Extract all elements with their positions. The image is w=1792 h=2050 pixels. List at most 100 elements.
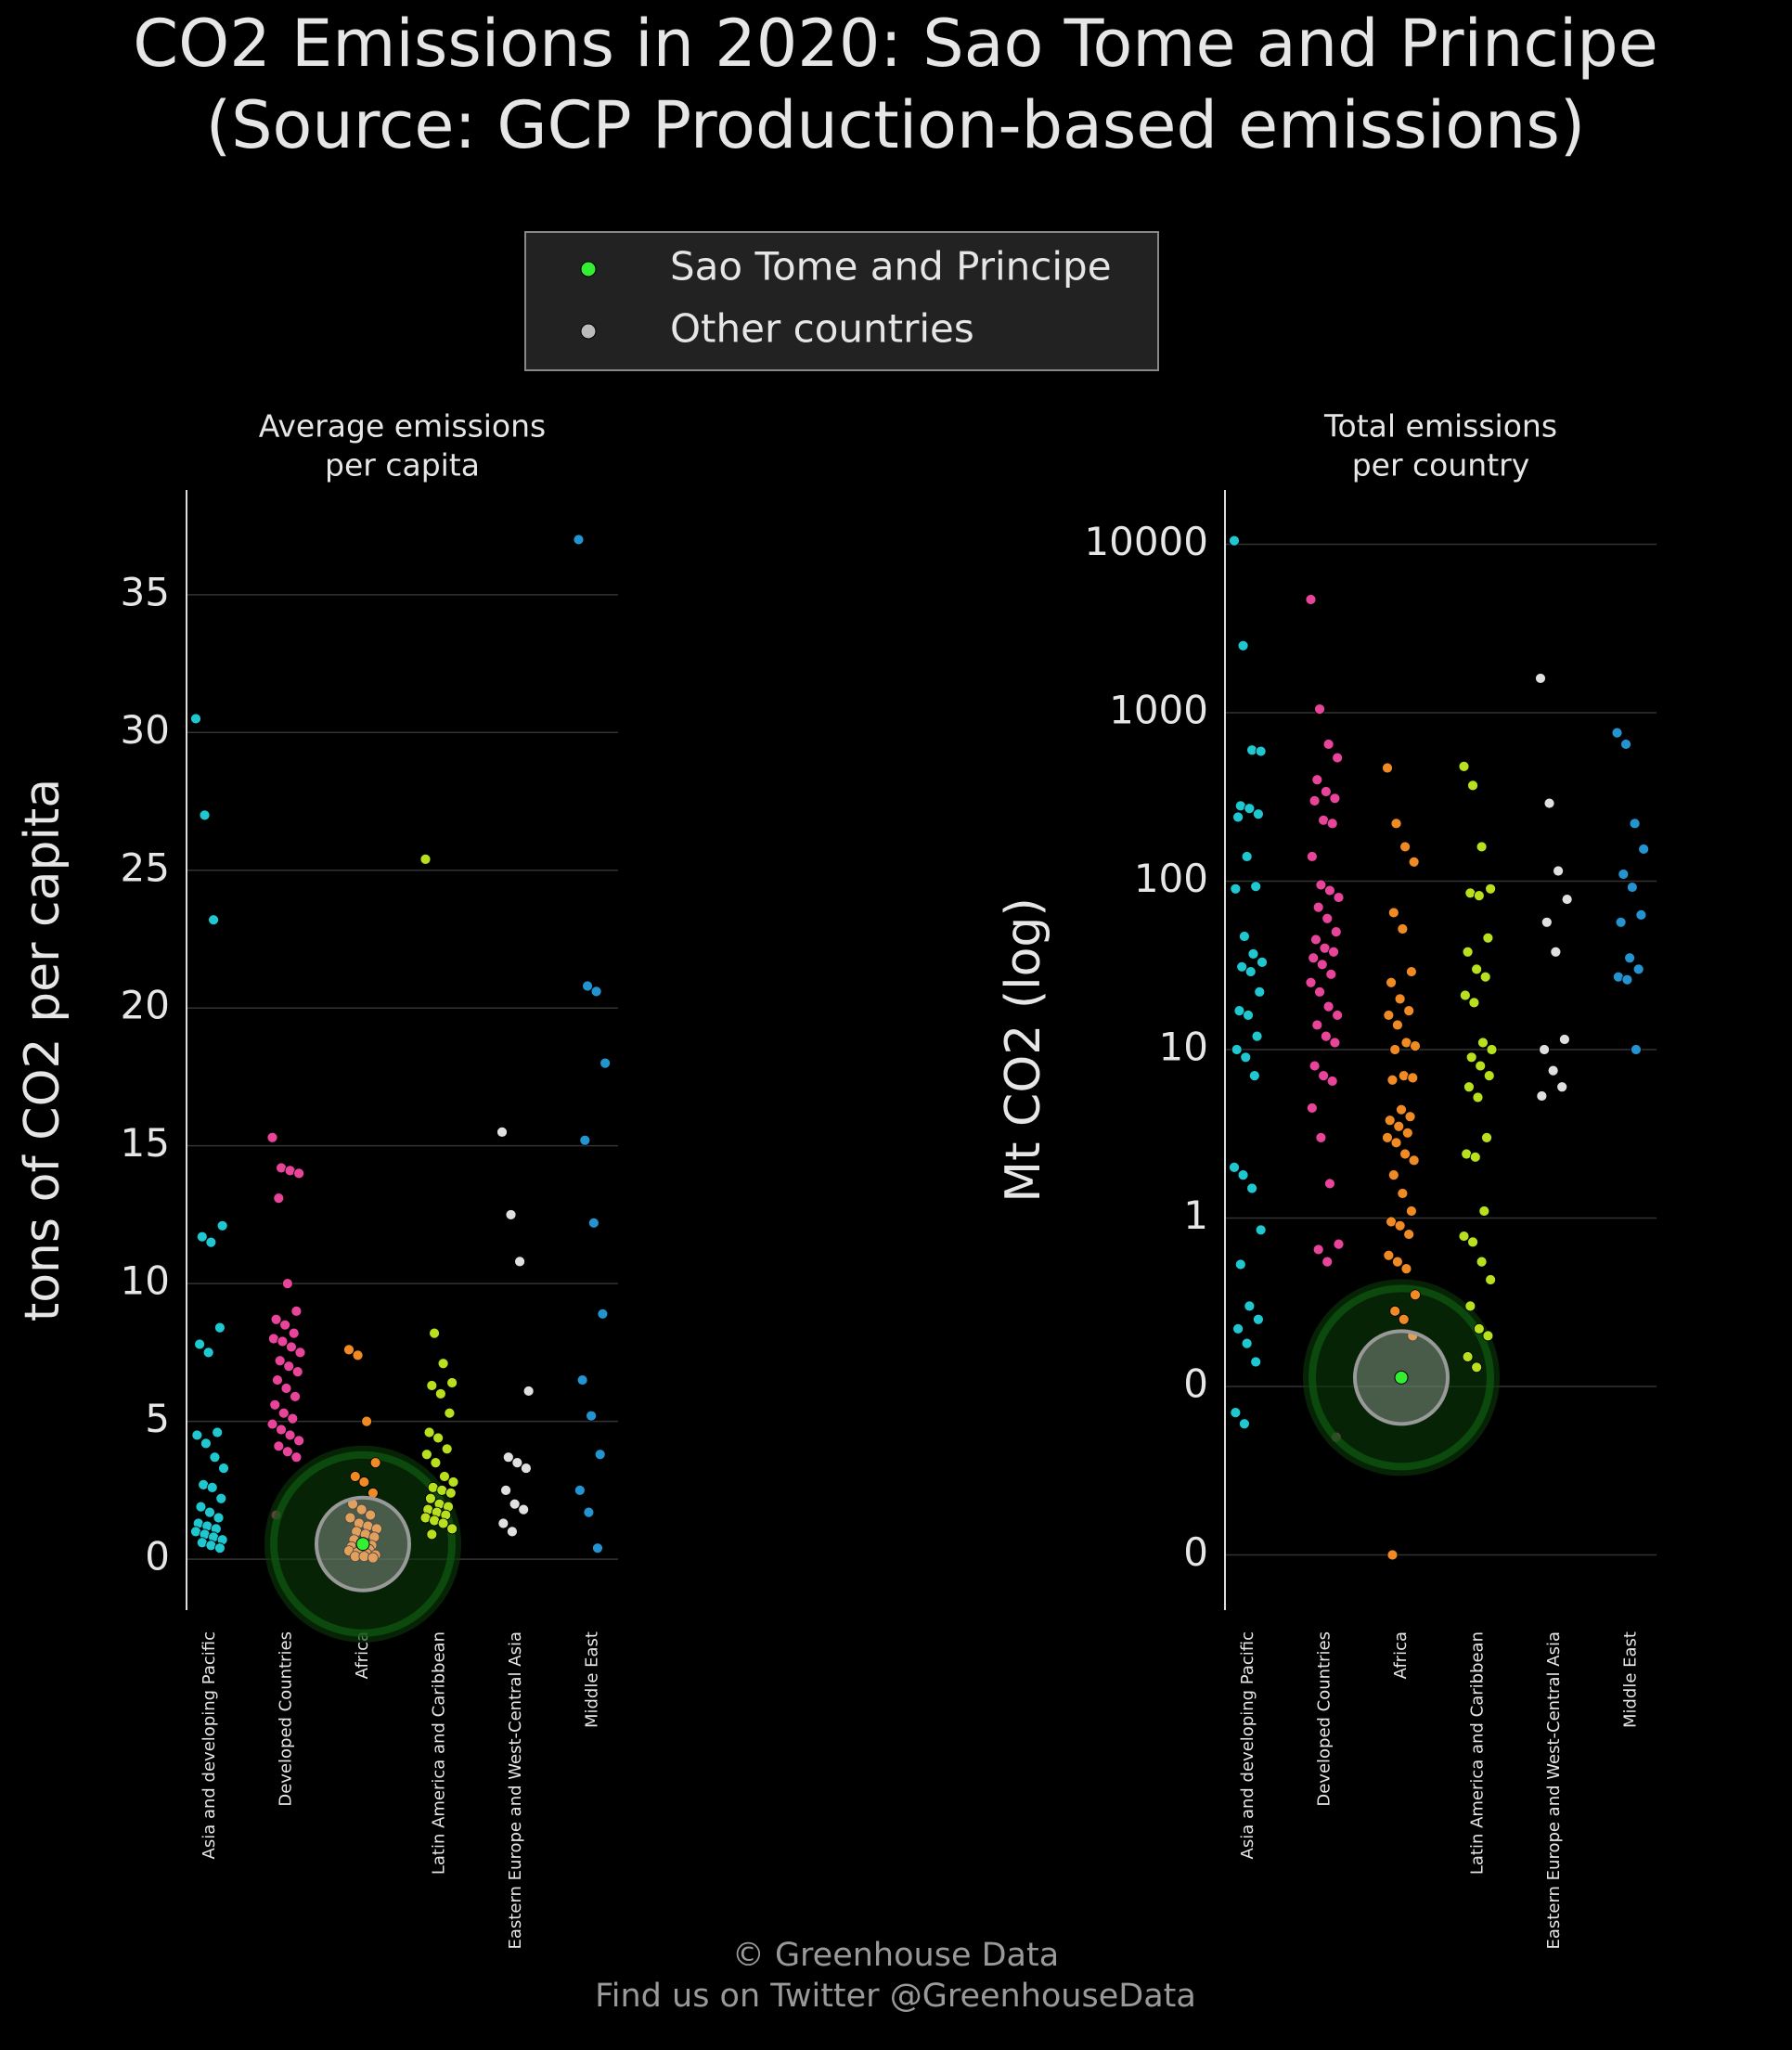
point: [276, 1424, 287, 1436]
y-tick-label: 0: [145, 1534, 170, 1579]
point: [1383, 1249, 1395, 1261]
point: [1382, 1131, 1393, 1143]
legend-label: Sao Tome and Principe: [670, 244, 1112, 290]
point: [576, 1374, 588, 1386]
point: [1239, 1418, 1250, 1430]
point: [437, 1517, 449, 1529]
point: [1462, 1351, 1474, 1362]
point: [1315, 879, 1327, 891]
point: [216, 1219, 228, 1231]
point: [1329, 1037, 1341, 1049]
point: [1321, 912, 1334, 924]
point: [1305, 976, 1317, 988]
point: [441, 1443, 453, 1455]
highlight-point: [355, 1537, 370, 1552]
point: [291, 1366, 303, 1378]
point: [290, 1451, 303, 1463]
point: [1236, 961, 1248, 973]
point: [1465, 1051, 1477, 1064]
point: [1318, 1070, 1330, 1081]
point: [1458, 1231, 1470, 1242]
x-tick-label: Eastern Europe and West-Central Asia: [506, 1631, 525, 1949]
subtitle: Average emissions: [259, 408, 546, 445]
point: [1547, 1064, 1559, 1077]
point: [195, 1501, 207, 1513]
point: [1392, 1256, 1403, 1268]
point: [1324, 884, 1335, 896]
point: [1561, 894, 1573, 905]
point: [358, 1476, 370, 1488]
x-tick-label: Developed Countries: [1315, 1631, 1334, 1807]
point: [204, 1506, 215, 1518]
point: [1467, 1236, 1478, 1248]
x-tick-label: Middle East: [583, 1631, 602, 1728]
point: [1316, 959, 1328, 971]
point: [1326, 818, 1338, 830]
point: [1241, 851, 1253, 862]
point: [579, 1134, 591, 1146]
point: [434, 1388, 446, 1399]
point: [1250, 1356, 1262, 1368]
point: [446, 1523, 458, 1535]
x-tick-label: Africa: [353, 1631, 372, 1679]
point: [1390, 1137, 1402, 1149]
point: [1403, 1005, 1415, 1017]
point: [1535, 673, 1546, 684]
point: [1326, 1076, 1338, 1087]
point: [1400, 1263, 1412, 1275]
point: [1543, 797, 1555, 809]
point: [1481, 1131, 1492, 1143]
point: [425, 1492, 436, 1504]
point: [1312, 1244, 1324, 1256]
point: [1253, 808, 1264, 820]
point: [352, 1349, 364, 1361]
point: [1459, 989, 1471, 1001]
point: [587, 1217, 599, 1229]
point: [1615, 916, 1627, 928]
y-tick-label: 30: [121, 707, 170, 753]
point: [214, 1542, 226, 1554]
point: [1308, 952, 1320, 964]
point: [208, 914, 219, 926]
point: [1386, 976, 1397, 988]
point: [1408, 1154, 1420, 1167]
y-tick-label: 20: [121, 983, 170, 1028]
point: [1328, 946, 1339, 958]
point: [190, 713, 201, 725]
point: [1386, 1074, 1399, 1086]
point: [1399, 1148, 1411, 1160]
point: [202, 1347, 214, 1359]
point: [1469, 1151, 1481, 1163]
point: [1477, 1037, 1489, 1049]
point: [266, 1418, 278, 1430]
point: [522, 1386, 535, 1397]
point: [505, 1209, 517, 1220]
point: [287, 1412, 299, 1425]
point: [1463, 1081, 1475, 1093]
point: [1255, 745, 1267, 757]
point: [1237, 1169, 1249, 1181]
point: [1232, 1322, 1244, 1334]
point: [1251, 1030, 1263, 1042]
point: [1393, 1120, 1405, 1132]
y-tick-label: 10: [121, 1258, 170, 1304]
subtitle: per capita: [325, 447, 480, 483]
highlight-halo: [270, 1450, 456, 1637]
point: [214, 1322, 226, 1334]
point: [573, 534, 585, 546]
point: [288, 1327, 300, 1339]
x-tick-label: Asia and developing Pacific: [200, 1631, 219, 1859]
point: [574, 1484, 586, 1496]
point: [507, 1526, 518, 1538]
point: [1392, 1019, 1403, 1031]
point: [1407, 1072, 1419, 1084]
point: [367, 1552, 379, 1564]
point: [269, 1399, 281, 1411]
point: [1311, 774, 1323, 786]
point: [1464, 1300, 1476, 1312]
footer-line: Find us on Twitter @GreenhouseData: [595, 1978, 1196, 2015]
point: [1309, 1060, 1321, 1072]
point: [1475, 1060, 1487, 1072]
point: [1244, 966, 1257, 977]
point: [1257, 956, 1268, 968]
